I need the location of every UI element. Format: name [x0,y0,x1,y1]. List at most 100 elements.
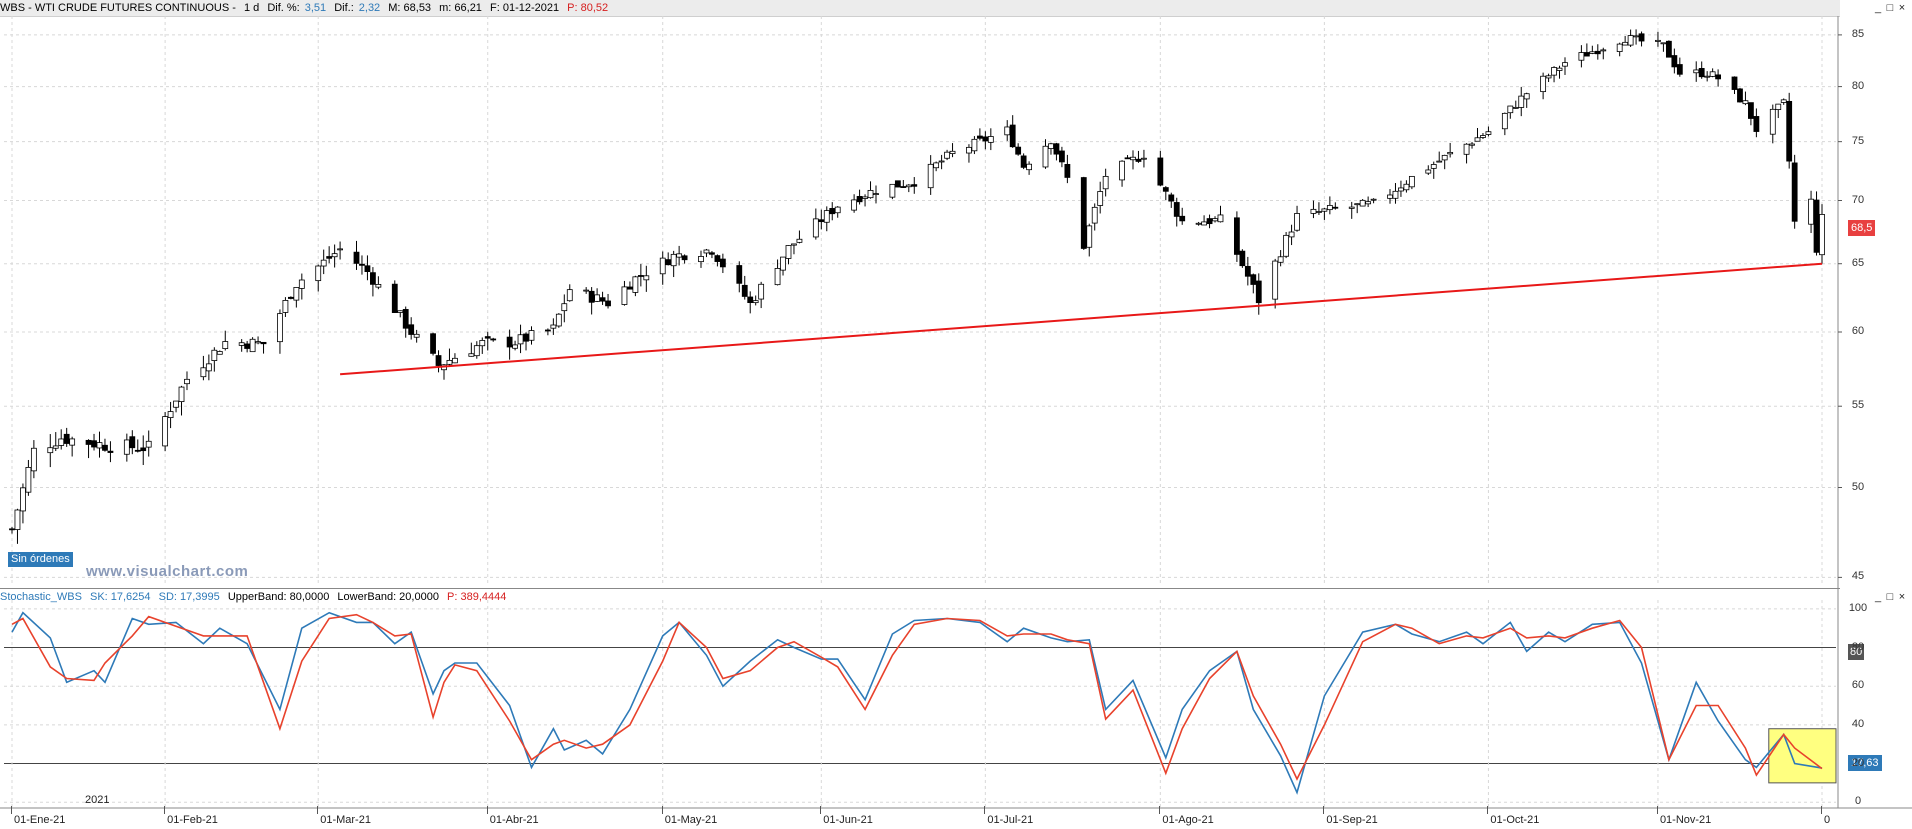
candle [1217,214,1224,223]
x-axis-label: 01-Feb-21 [164,806,218,826]
candle [277,313,283,343]
price-label: P: 80,52 [567,2,609,14]
candle [1009,124,1016,148]
candle [1348,206,1355,209]
candle [63,433,70,444]
candle [484,336,491,339]
candle [594,294,601,302]
candle [528,330,535,341]
candle [222,341,229,350]
candle [1173,202,1180,217]
candle [30,447,37,472]
candle [173,400,179,408]
candle [25,467,32,493]
candle [867,189,874,199]
candle [1365,201,1372,205]
candle [517,334,524,345]
upper-band-value: UpperBand: 80,0000 [227,591,330,603]
dif-pct-label: Dif. %: [267,2,300,14]
candle [1523,93,1530,100]
candle [1638,33,1645,42]
candle [1398,187,1404,192]
highlight-box [1768,728,1837,784]
sk-value: SK: 17,6254 [89,591,151,603]
candle [774,268,781,286]
candle [1250,274,1257,285]
candle [588,290,595,303]
candle [1737,88,1743,103]
candle [1655,39,1661,42]
candle [829,208,836,215]
candle [1206,218,1213,225]
candle [1015,146,1022,155]
candle [966,146,972,154]
candle [703,249,710,254]
candle [938,160,945,163]
upper-band-badge: 80 [1848,644,1865,660]
sk-line [11,611,1823,795]
symbol-title: WBS - WTI CRUDE FUTURES CONTINUOUS - [0,2,236,14]
minimize-button[interactable]: _ [1874,2,1882,14]
maximize-button[interactable]: □ [1886,591,1894,603]
candle [1288,231,1295,238]
candle [780,256,786,271]
candle [1540,75,1547,93]
candle [1354,203,1361,206]
price-axis-label: 80 [1851,79,1865,92]
candle [834,206,841,214]
candle [1179,215,1186,222]
candle [862,196,868,199]
candle [1731,76,1738,90]
candle [47,447,54,454]
candle [785,245,792,259]
candle [1715,74,1722,80]
candle [298,279,305,289]
candle [1195,222,1202,225]
candle [791,243,797,246]
candle [1775,103,1782,110]
candle [1162,187,1169,192]
candle [353,251,360,264]
candle [1633,35,1639,38]
candle [238,342,245,346]
period-label: 1 d [243,2,260,14]
price-axis-label: 85 [1851,27,1865,40]
candle [1463,143,1470,155]
stoch-axis-label: 60 [1851,679,1865,692]
candle [1272,260,1279,300]
candle [315,265,322,282]
candle [905,184,912,188]
candle [949,150,956,155]
candle [14,509,21,530]
stochastic-window-buttons: _ □ × [1872,590,1908,604]
minimize-button[interactable]: _ [1874,591,1882,603]
price-axis-label: 70 [1851,193,1865,206]
x-axis-label: 01-Ago-21 [1159,806,1214,826]
candle [1135,158,1142,162]
candle [900,186,907,188]
candle [1244,265,1251,277]
stoch-axis-label: 80 [1851,640,1865,653]
x-axis-label: 01-Oct-21 [1487,806,1539,826]
candle [1786,100,1793,162]
candle [1048,143,1054,149]
lower-band-value: LowerBand: 20,0000 [337,591,439,603]
candle [216,351,223,355]
orders-status-badge[interactable]: Sin órdenes [8,552,73,567]
stochastic-header: Stochastic_WBS SK: 17,6254 SD: 17,3995 U… [0,588,1840,605]
candle [255,341,261,344]
candle [1119,160,1125,181]
candle [468,353,475,357]
close-button[interactable]: × [1898,591,1906,603]
candle [1698,68,1705,78]
candle [260,341,267,345]
candle [1359,199,1366,207]
candle [402,309,409,329]
candle [1562,62,1568,67]
candle [490,338,497,341]
maximize-button[interactable]: □ [1886,2,1894,14]
candle [1791,162,1798,222]
close-button[interactable]: × [1898,2,1906,14]
candle [599,297,606,302]
